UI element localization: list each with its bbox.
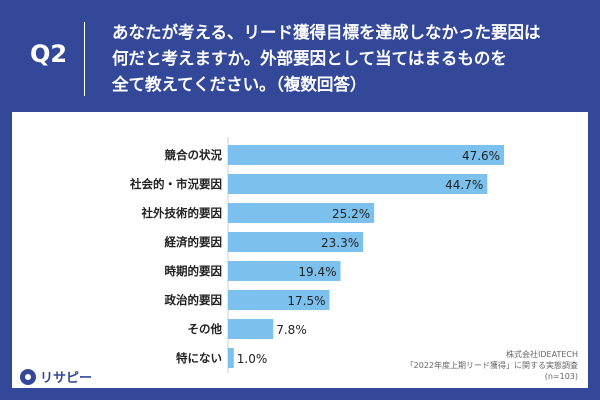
chart-panel: 競合の状況 47.6% 社会的・市況要因 44.7% 社外技術的要因 25.2% 経済的要因… [12,112,588,388]
question-line: 何だと考えますか。外部要因として当てはまるものを [112,49,507,68]
bar [228,145,505,165]
bar [228,203,375,223]
category-label: 政治的要因 [165,293,223,307]
category-label: 特にない [176,351,222,365]
source-line: 「2022年度上期リード獲得」に関する実態調査 [405,361,578,370]
value-label: 25.2% [332,207,370,221]
bar-chart: 競合の状況 47.6% 社会的・市況要因 44.7% 社外技術的要因 25.2% 経済的要因… [129,137,505,373]
value-label: 23.3% [321,236,359,250]
logo: リサピー [20,367,92,386]
value-label: 47.6% [462,149,500,163]
category-label: 競合の状況 [165,148,223,162]
bar [228,319,274,339]
logo-text: リサピー [40,371,93,386]
header: Q2 あなたが考える、リード獲得目標を達成しなかった要因は 何だと考えますか。外… [0,0,600,112]
value-label: 44.7% [445,178,483,192]
category-label: 時期的要因 [165,264,223,278]
bar [228,261,341,281]
value-label: 1.0% [237,352,267,366]
header-divider [84,22,85,96]
category-label: 社外技術的要因 [141,206,223,220]
question-number: Q2 [30,40,68,68]
category-label: 経済的要因 [165,235,223,249]
pin-icon [20,368,36,385]
question-line: あなたが考える、リード獲得目標を達成しなかった要因は [112,23,541,42]
source-note: 株式会社IDEATECH 「2022年度上期リード獲得」に関する実態調査 (n=… [406,349,578,382]
value-label: 7.8% [276,323,307,337]
source-line: 株式会社IDEATECH [506,350,578,359]
bar [228,232,364,252]
category-label: その他 [188,322,223,336]
bar [228,348,234,368]
question-text: あなたが考える、リード獲得目標を達成しなかった要因は 何だと考えますか。外部要因… [112,20,582,98]
value-label: 19.4% [298,265,336,279]
value-label: 17.5% [287,294,325,308]
bar [228,290,330,310]
source-line: (n=103) [544,372,578,381]
category-label: 社会的・市況要因 [129,177,222,191]
question-line: 全て教えてください。（複数回答） [112,75,367,94]
bar [228,174,488,194]
